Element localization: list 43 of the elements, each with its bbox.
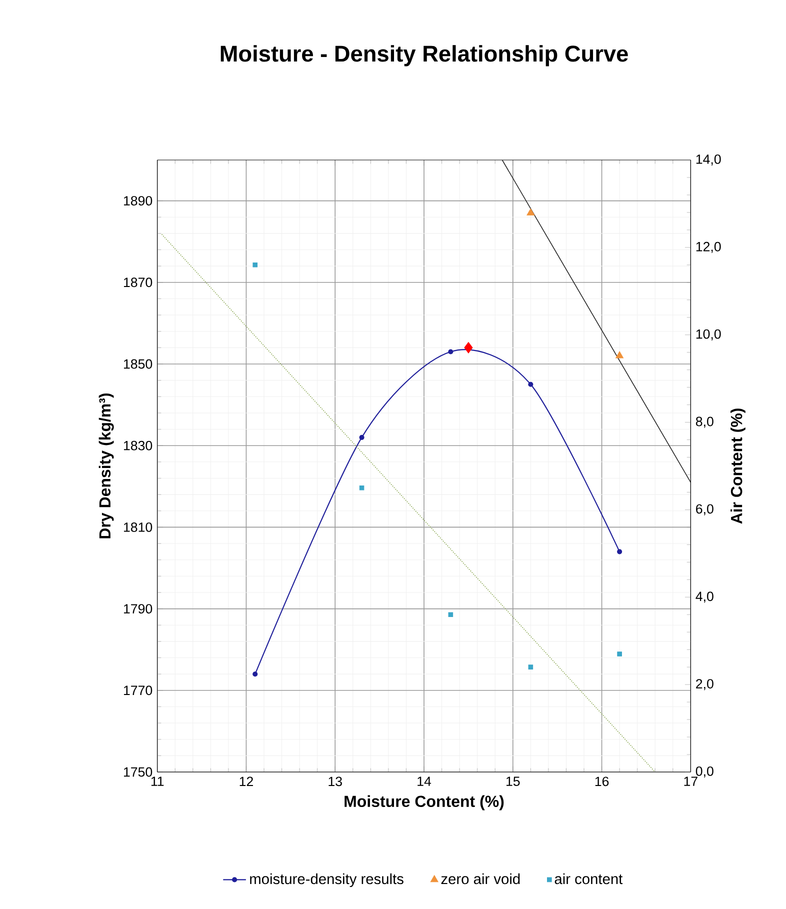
- point: [448, 612, 454, 618]
- x-tick-label: 14: [418, 776, 432, 786]
- y-tick-label: 1830: [124, 440, 152, 450]
- point: [617, 549, 622, 554]
- point: [464, 342, 473, 354]
- legend-label: moisture-density results: [250, 873, 404, 888]
- y2-tick-label: 12,0: [696, 242, 721, 253]
- x-tick-label: 16: [595, 776, 609, 786]
- point: [528, 382, 534, 387]
- y-tick-label: 1750: [124, 767, 152, 777]
- y2-axis-title: Air Content (%): [730, 408, 746, 524]
- point: [448, 349, 454, 354]
- y2-tick-label: 8,0: [696, 416, 714, 428]
- x-tick-label: 17: [684, 776, 698, 786]
- legend-label: zero air void: [441, 873, 520, 884]
- point: [617, 652, 622, 656]
- y2-tick-label: 10,0: [696, 329, 721, 340]
- point: [252, 672, 258, 677]
- point: [252, 262, 258, 268]
- y-tick-label: 1790: [124, 604, 152, 614]
- legend-label: air content: [554, 873, 623, 884]
- y-tick-label: 1890: [124, 196, 152, 206]
- x-axis-title: Moisture Content (%): [344, 795, 504, 810]
- point: [359, 434, 364, 440]
- y-tick-label: 1810: [124, 522, 152, 532]
- y2-tick-label: 4,0: [696, 592, 714, 603]
- x-tick-label: 15: [506, 776, 520, 786]
- point: [616, 351, 624, 358]
- y-tick-label: 1850: [124, 359, 152, 369]
- point: [359, 485, 364, 490]
- y2-tick-label: 14,0: [696, 154, 721, 166]
- y2-tick-label: 6,0: [696, 504, 714, 516]
- point: [526, 208, 535, 216]
- y-axis-title: Dry Density (kg/m³): [98, 393, 114, 538]
- y-tick-label: 1870: [124, 278, 152, 288]
- x-tick-label: 13: [328, 776, 342, 786]
- x-tick-label: 12: [240, 776, 253, 786]
- point: [528, 664, 534, 670]
- x-tick-label: 11: [151, 776, 164, 786]
- y2-tick-label: 0,0: [696, 766, 714, 778]
- y-tick-label: 1770: [124, 686, 152, 696]
- chart-title: Moisture - Density Relationship Curve: [220, 45, 628, 66]
- y2-tick-label: 2,0: [696, 679, 714, 690]
